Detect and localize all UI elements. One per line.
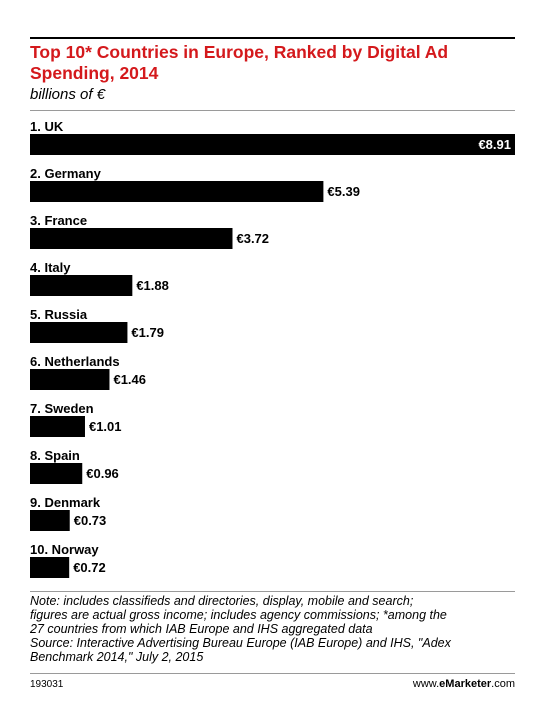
category-label: 6. Netherlands <box>30 354 120 369</box>
note-line: Note: includes classifieds and directori… <box>30 594 414 608</box>
bar <box>30 134 515 155</box>
note-line: 27 countries from which IAB Europe and I… <box>30 622 373 636</box>
bar <box>30 463 83 484</box>
brand-link[interactable]: www.eMarketer.com <box>413 678 515 690</box>
bar <box>30 275 133 296</box>
bar <box>30 369 110 390</box>
value-label: €1.79 <box>131 325 164 340</box>
bar <box>30 510 70 531</box>
value-label: €3.72 <box>236 231 269 246</box>
category-label: 1. UK <box>30 119 64 134</box>
chart-title: Top 10* Countries in Europe, Ranked by D… <box>30 42 449 83</box>
bottom-rule <box>30 673 515 674</box>
source-line: Benchmark 2014," July 2, 2015 <box>30 650 204 664</box>
category-label: 2. Germany <box>30 166 102 181</box>
chart-id: 193031 <box>30 679 64 690</box>
value-label: €0.73 <box>74 513 107 528</box>
bar <box>30 416 85 437</box>
bar <box>30 557 70 578</box>
note-rule <box>30 591 515 592</box>
bar <box>30 181 324 202</box>
note-line: figures are actual gross income; include… <box>30 608 447 622</box>
brand-name: eMarketer <box>439 678 492 690</box>
category-label: 5. Russia <box>30 307 88 322</box>
brand-suffix: .com <box>491 678 515 690</box>
source-line: Source: Interactive Advertising Bureau E… <box>30 636 451 650</box>
value-label: €0.96 <box>86 466 119 481</box>
value-label: €8.91 <box>478 137 511 152</box>
chart-notes: Note: includes classifieds and directori… <box>30 594 520 664</box>
value-label: €1.88 <box>136 278 169 293</box>
category-label: 4. Italy <box>30 260 71 275</box>
bar <box>30 322 128 343</box>
top-rule <box>30 37 515 39</box>
category-label: 9. Denmark <box>30 495 101 510</box>
subtitle-rule <box>30 110 515 111</box>
bar <box>30 228 233 249</box>
category-label: 8. Spain <box>30 448 80 463</box>
value-label: €1.46 <box>113 372 146 387</box>
value-label: €0.72 <box>73 560 106 575</box>
brand-prefix: www. <box>412 678 440 690</box>
category-label: 3. France <box>30 213 87 228</box>
value-label: €1.01 <box>89 419 122 434</box>
category-label: 10. Norway <box>30 542 99 557</box>
category-label: 7. Sweden <box>30 401 94 416</box>
value-label: €5.39 <box>327 184 360 199</box>
chart-subtitle: billions of € <box>30 86 106 103</box>
